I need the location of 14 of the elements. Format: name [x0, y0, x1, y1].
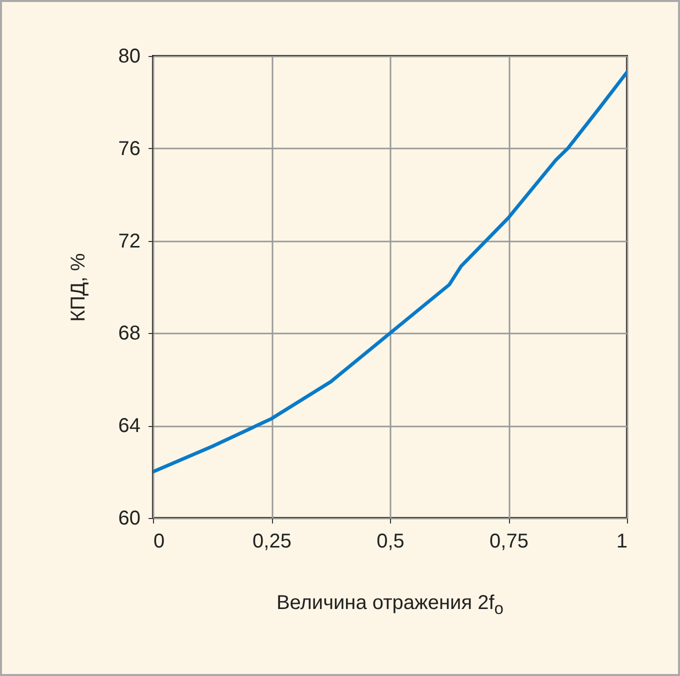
x-tick-label: 0,75	[490, 530, 528, 552]
y-tick-label: 76	[118, 138, 140, 160]
x-tick-label: 0,25	[252, 530, 292, 552]
x-tick-label: 0,5	[376, 530, 404, 552]
line-series	[153, 70, 627, 474]
y-axis-title: КПД, %	[67, 253, 90, 322]
x-tick-label: 0	[154, 530, 165, 552]
y-tick-label: 72	[118, 230, 140, 252]
y-tick-label: 68	[118, 322, 140, 345]
y-tick-label: 80	[118, 46, 140, 68]
y-tick-label: 64	[118, 415, 140, 438]
y-tick-label: 60	[118, 508, 140, 530]
x-tick-label: 1	[616, 530, 628, 552]
x-axis-title: Величина отражения 2f$_{o}$	[275, 592, 505, 619]
